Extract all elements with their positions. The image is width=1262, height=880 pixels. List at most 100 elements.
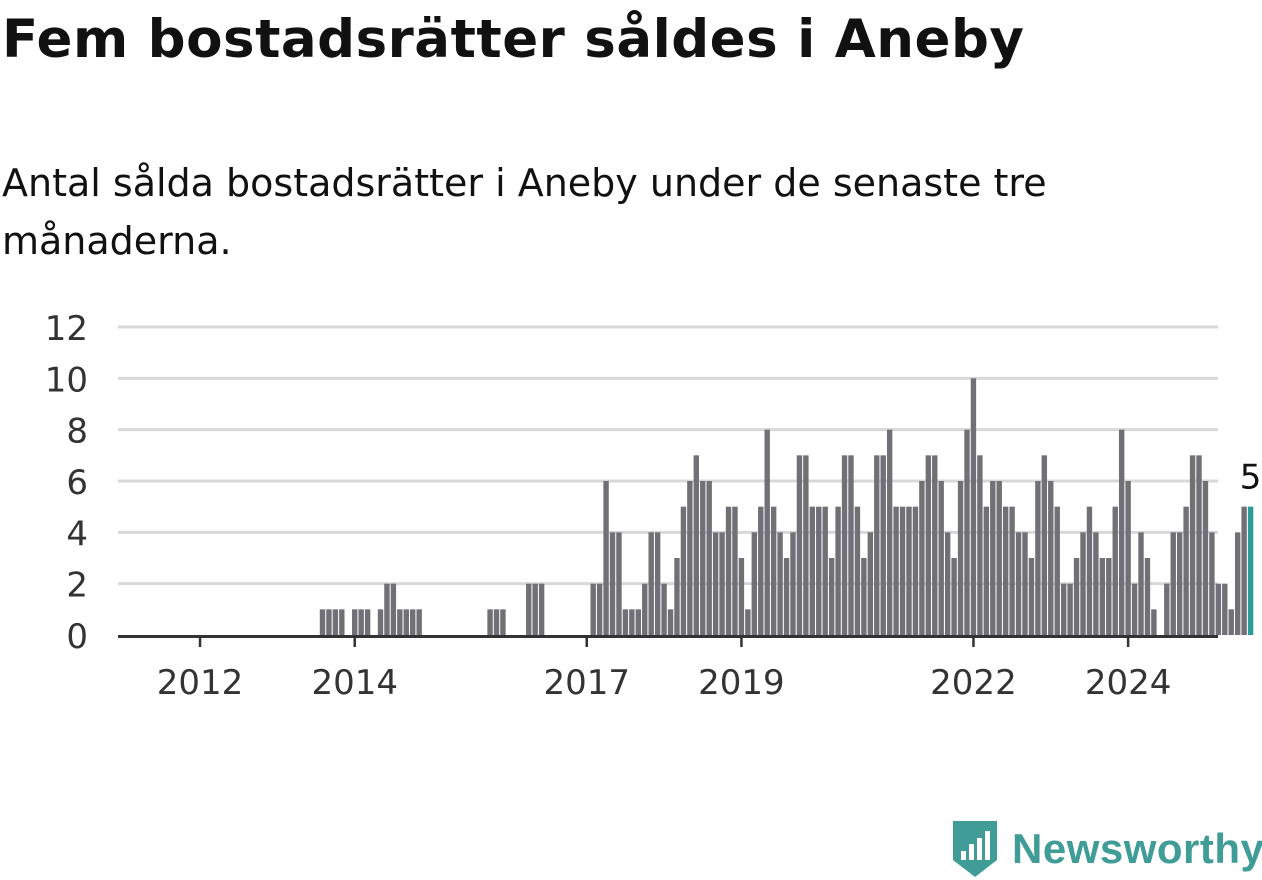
bar [867,532,874,635]
bar [725,506,732,635]
bar [893,506,899,635]
bar [654,532,661,635]
x-tick-label: 2014 [311,663,398,703]
bar [532,583,538,635]
bar [609,532,616,635]
bar [854,506,861,635]
bar [661,583,667,635]
bar [403,609,409,635]
bar [410,609,416,635]
bar [1234,532,1241,635]
y-tick-label: 10 [45,360,88,400]
bar [1209,532,1215,635]
bar [332,609,339,635]
grid-lines [118,325,1218,586]
bar [352,609,358,635]
bar [1131,583,1138,635]
bar [848,455,854,635]
bar [1015,532,1022,635]
bar [700,481,706,635]
bar [390,583,397,635]
bar [1041,455,1048,635]
bar [880,455,886,635]
bar [1196,455,1202,635]
highlight-value-label: 5 [1240,458,1262,498]
bar [706,481,712,635]
y-tick-label: 12 [45,309,88,349]
bar [899,506,906,635]
bars [319,378,1254,635]
bar [603,481,609,635]
bar [816,506,822,635]
bar [629,609,635,635]
bar [1022,532,1028,635]
bar [648,532,654,635]
bar [500,609,506,635]
bar [493,609,500,635]
chart-subtitle: Antal sålda bostadsrätter i Aneby under … [2,161,1047,263]
bar [1035,481,1041,635]
bar [590,583,596,635]
bar [416,609,422,635]
bar [977,455,983,635]
bar [364,609,371,635]
bar [906,506,912,635]
bar [970,378,977,635]
bar [1228,609,1234,635]
bar [835,506,841,635]
bar [377,609,384,635]
bar [1118,429,1125,635]
bar [712,532,719,635]
bar [732,506,738,635]
bar [758,506,764,635]
bar [674,558,680,635]
bar [1170,532,1176,635]
bar [719,532,725,635]
bar [635,609,641,635]
bar [738,558,745,635]
bar-chart: 0 2 4 6 8 10 12 2012 2014 2017 2019 2022 2024 5 [45,309,1262,703]
bar [790,532,796,635]
bar [687,481,693,635]
x-axis-ticks: 2012 2014 2017 2019 2022 2024 [157,638,1171,703]
bar [951,558,957,635]
bar [1093,532,1099,635]
bar [1060,583,1067,635]
bar [339,609,345,635]
bar [326,609,332,635]
bar [667,609,674,635]
bar [1176,532,1183,635]
bar [1067,583,1073,635]
bar [1183,506,1189,635]
bar [1002,506,1009,635]
bar [764,429,770,635]
highlight-bar [1247,506,1254,635]
bar [751,532,758,635]
x-tick-label: 2019 [698,663,785,703]
bar [841,455,848,635]
x-tick-label: 2022 [930,663,1017,703]
bar [822,506,828,635]
newsworthy-logo: Newsworthy [950,818,1262,880]
bar [319,609,326,635]
newsworthy-logo-icon [953,821,997,877]
bar [803,455,809,635]
bar [1099,558,1106,635]
bar [526,583,532,635]
bar [622,609,629,635]
bar [938,481,944,635]
chart-title: Fem bostadsrätter såldes i Aneby [2,9,1025,70]
bar [1215,583,1222,635]
bar [1202,481,1209,635]
bar [487,609,493,635]
bar [642,583,648,635]
bar [809,506,816,635]
bar [996,481,1002,635]
y-tick-label: 0 [66,617,88,657]
bar [1241,506,1247,635]
y-tick-label: 2 [66,566,88,606]
bar [680,506,687,635]
bar [1086,506,1093,635]
y-tick-label: 6 [66,463,88,503]
bar [596,583,603,635]
